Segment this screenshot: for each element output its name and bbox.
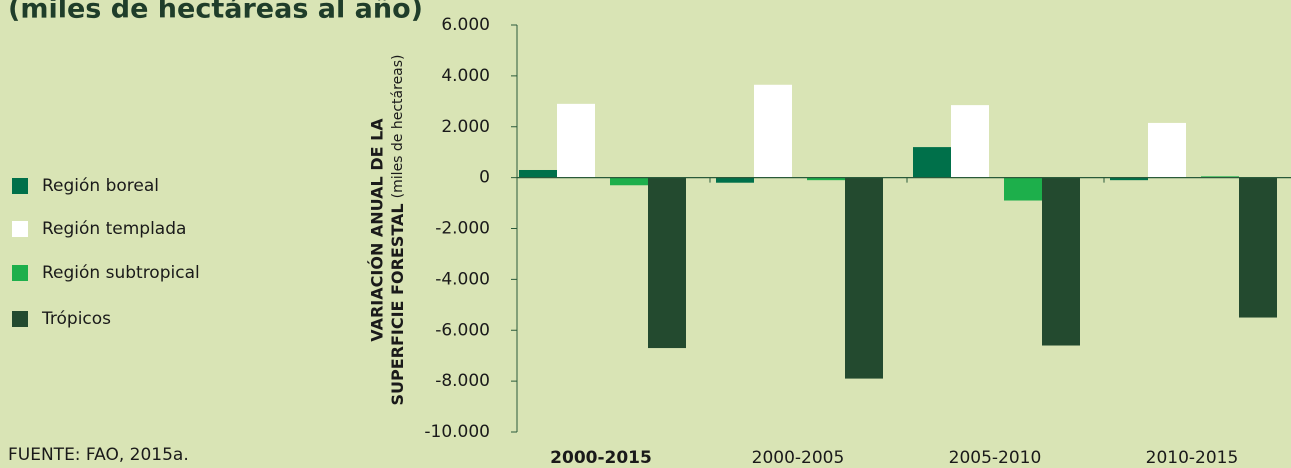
y-axis-label: VARIACIÓN ANUAL DE LA: [368, 118, 387, 342]
legend-swatch: [12, 221, 28, 237]
legend-swatch: [12, 311, 28, 327]
bar: [519, 169, 557, 178]
bar: [557, 103, 595, 178]
legend-label: Región templada: [42, 219, 186, 239]
y-tick-label: 4.000: [441, 66, 490, 86]
bar: [1239, 177, 1277, 318]
y-axis-label-part: (miles de hectáreas): [390, 54, 406, 198]
y-tick-label: 0: [479, 168, 490, 188]
bar: [951, 105, 989, 178]
bar: [1201, 176, 1239, 178]
y-axis-label-part: SUPERFICIE FORESTAL: [388, 203, 407, 405]
bar: [754, 84, 792, 178]
bar: [1042, 177, 1080, 346]
source: FUENTE: FAO, 2015a.: [8, 445, 189, 465]
bar: [845, 177, 883, 379]
bar: [648, 177, 686, 349]
legend-label: Región subtropical: [42, 263, 200, 283]
x-tick-label: 2010-2015: [1146, 448, 1239, 468]
x-tick-label: 2000-2005: [752, 448, 845, 468]
bar: [913, 147, 951, 178]
bar: [1110, 177, 1148, 181]
y-tick-label: -10.000: [424, 422, 490, 442]
legend-swatch: [12, 265, 28, 281]
bar: [716, 177, 754, 183]
chart-title: (miles de hectáreas al año): [8, 0, 423, 25]
y-tick-label: -4.000: [435, 269, 490, 289]
y-axis-label: SUPERFICIE FORESTAL (miles de hectáreas): [388, 54, 407, 405]
x-tick-label: 2000-2015: [550, 448, 652, 468]
legend-label: Región boreal: [42, 176, 159, 196]
x-tick-label: 2005-2010: [949, 448, 1042, 468]
y-tick-label: 2.000: [441, 117, 490, 137]
y-tick-label: -2.000: [435, 219, 490, 239]
y-tick-label: -6.000: [435, 320, 490, 340]
legend-label: Trópicos: [41, 309, 111, 329]
y-tick-label: 6.000: [441, 15, 490, 35]
bar: [610, 177, 648, 186]
bar: [1148, 122, 1186, 178]
y-tick-label: -8.000: [435, 371, 490, 391]
legend-swatch: [12, 178, 28, 194]
bar: [807, 177, 845, 181]
bar: [1004, 177, 1042, 201]
